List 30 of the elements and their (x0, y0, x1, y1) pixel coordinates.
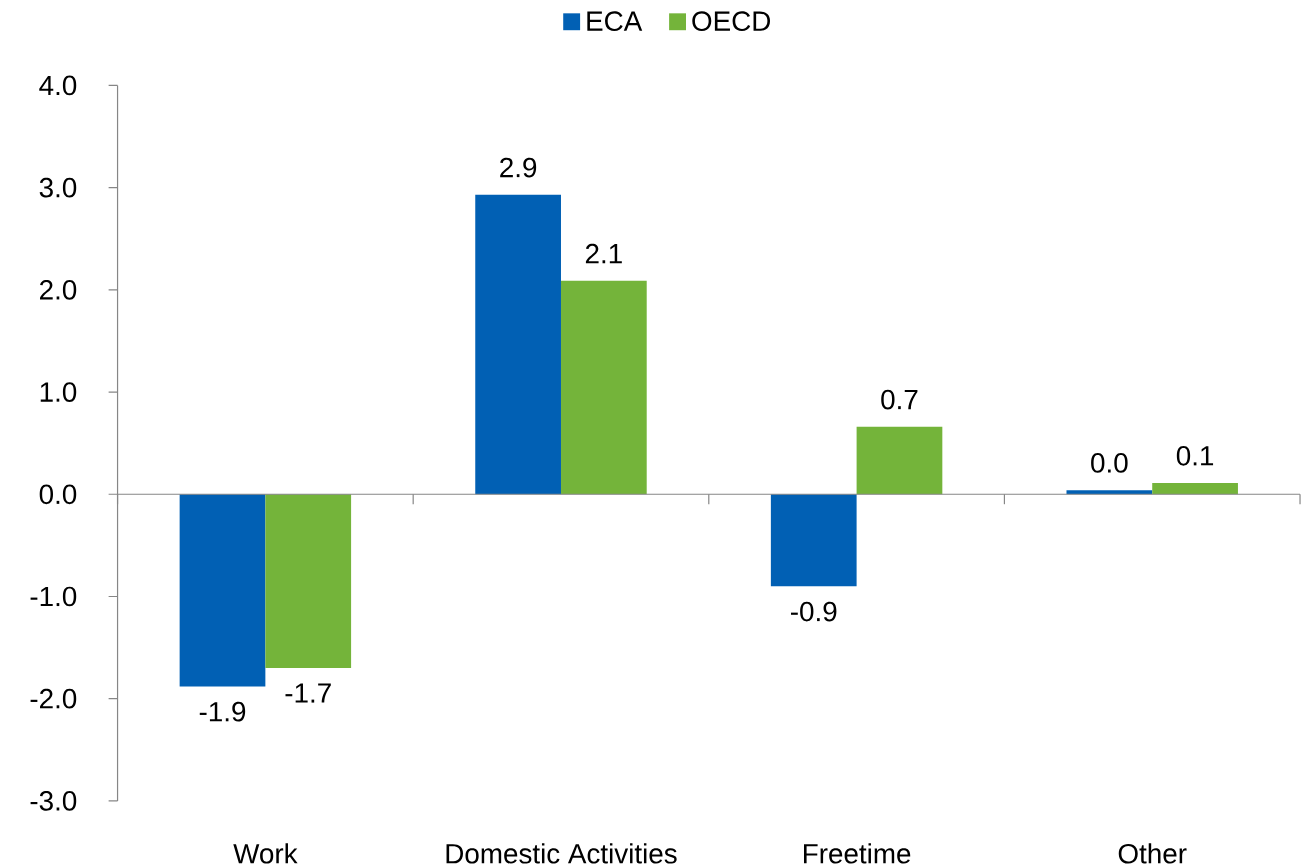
legend-label: OECD (692, 11, 771, 31)
bar (265, 494, 352, 668)
y-tick-label: -3.0 (30, 790, 77, 811)
y-tick-label: 1.0 (40, 381, 77, 402)
bar (856, 426, 943, 495)
bar (475, 194, 561, 495)
y-tick-label: 2.0 (40, 279, 77, 300)
legend-label: ECA (587, 11, 643, 31)
data-label: 0.7 (881, 389, 918, 410)
data-label: 2.1 (585, 243, 622, 264)
data-label: 2.9 (500, 157, 537, 178)
y-tick-label: -2.0 (30, 688, 77, 709)
data-label: -1.7 (285, 683, 331, 703)
y-tick-label: 0.0 (39, 484, 77, 504)
bar (1152, 482, 1238, 495)
bar (560, 280, 647, 495)
x-tick-label: Domestic Activities (446, 842, 677, 864)
y-tick-label: -1.0 (30, 586, 77, 607)
data-label: -1.9 (199, 701, 246, 722)
data-label: 0.0 (1091, 452, 1128, 473)
x-tick-label: Freetime (804, 842, 911, 864)
x-tick-label: Other (1118, 842, 1187, 864)
y-tick-label: 4.0 (39, 75, 77, 96)
x-tick-label: Work (233, 842, 298, 864)
bar (770, 494, 857, 587)
data-label: 0.1 (1176, 445, 1214, 466)
bar (179, 494, 266, 687)
y-tick-label: 3.0 (39, 177, 77, 198)
bar (1066, 489, 1153, 495)
data-label: -0.9 (791, 601, 837, 622)
